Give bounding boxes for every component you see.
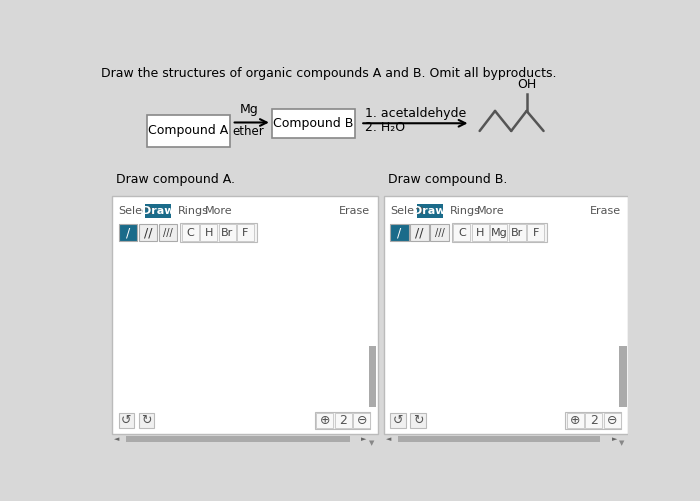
Text: ⊕: ⊕ xyxy=(320,414,330,427)
Text: Mg: Mg xyxy=(491,227,508,237)
Text: C: C xyxy=(186,227,194,237)
Text: F: F xyxy=(533,227,539,237)
Bar xyxy=(472,224,489,241)
Bar xyxy=(218,224,235,241)
Bar xyxy=(200,224,217,241)
Bar xyxy=(272,109,355,138)
Bar xyxy=(416,204,442,218)
Text: ▼: ▼ xyxy=(369,440,375,446)
Bar xyxy=(430,224,449,241)
Bar xyxy=(118,224,137,241)
Text: 2. H₂O: 2. H₂O xyxy=(365,121,405,134)
Bar xyxy=(603,413,621,428)
Text: //: // xyxy=(415,226,424,239)
Text: ⊖: ⊖ xyxy=(607,414,617,427)
Bar xyxy=(147,115,230,147)
Text: H: H xyxy=(204,227,213,237)
Text: /: / xyxy=(125,226,130,239)
Text: Rings: Rings xyxy=(178,206,209,216)
Bar xyxy=(384,195,629,434)
Text: ▼: ▼ xyxy=(620,440,625,446)
Bar xyxy=(118,413,134,428)
Bar xyxy=(369,346,377,407)
Text: 2: 2 xyxy=(589,414,598,427)
Bar xyxy=(391,224,409,241)
Text: Mg: Mg xyxy=(239,103,258,116)
Text: ►: ► xyxy=(612,436,617,442)
Bar xyxy=(315,412,370,429)
Text: Select: Select xyxy=(118,206,153,216)
Bar xyxy=(139,413,154,428)
Text: ⊖: ⊖ xyxy=(356,414,367,427)
Text: ↺: ↺ xyxy=(121,414,132,427)
Bar xyxy=(509,224,526,241)
Bar xyxy=(410,413,426,428)
Bar xyxy=(237,224,254,241)
Bar xyxy=(182,224,199,241)
Text: //: // xyxy=(144,226,152,239)
Bar xyxy=(565,412,620,429)
Text: ⊕: ⊕ xyxy=(570,414,580,427)
Text: Erase: Erase xyxy=(589,206,621,216)
Text: OH: OH xyxy=(517,78,536,91)
Text: ↻: ↻ xyxy=(141,414,151,427)
Text: Compound B: Compound B xyxy=(273,117,354,130)
Bar xyxy=(112,195,378,434)
Text: Compound A: Compound A xyxy=(148,124,229,137)
Text: 2: 2 xyxy=(340,414,347,427)
Text: Draw: Draw xyxy=(413,206,446,216)
Bar xyxy=(139,224,157,241)
Text: 1. acetaldehyde: 1. acetaldehyde xyxy=(365,107,466,120)
Bar xyxy=(158,224,177,241)
Bar xyxy=(452,223,547,242)
Text: ◄: ◄ xyxy=(114,436,120,442)
Text: More: More xyxy=(477,206,504,216)
Bar xyxy=(398,436,600,442)
Bar xyxy=(454,224,470,241)
Bar xyxy=(527,224,545,241)
Bar xyxy=(180,223,257,242)
Text: C: C xyxy=(458,227,466,237)
Text: Draw compound A.: Draw compound A. xyxy=(116,173,235,186)
Bar xyxy=(567,413,584,428)
Text: ◄: ◄ xyxy=(386,436,391,442)
Text: More: More xyxy=(204,206,232,216)
Text: Br: Br xyxy=(511,227,524,237)
Text: ///: /// xyxy=(435,227,444,237)
Bar xyxy=(316,413,333,428)
Bar xyxy=(145,204,171,218)
Text: Br: Br xyxy=(221,227,233,237)
Text: ↺: ↺ xyxy=(393,414,403,427)
Text: Draw the structures of organic compounds A and B. Omit all byproducts.: Draw the structures of organic compounds… xyxy=(101,67,556,80)
Bar xyxy=(354,413,370,428)
Bar xyxy=(619,346,626,407)
Text: Erase: Erase xyxy=(340,206,370,216)
Bar xyxy=(491,224,508,241)
Bar xyxy=(335,413,352,428)
Text: /: / xyxy=(398,226,402,239)
Text: ↻: ↻ xyxy=(413,414,424,427)
Text: ///: /// xyxy=(163,227,173,237)
Bar xyxy=(391,413,406,428)
Text: ether: ether xyxy=(233,125,265,138)
Text: Select: Select xyxy=(391,206,425,216)
Bar xyxy=(410,224,429,241)
Text: H: H xyxy=(476,227,484,237)
Text: Rings: Rings xyxy=(449,206,480,216)
Bar xyxy=(585,413,602,428)
Bar xyxy=(126,436,349,442)
Text: F: F xyxy=(242,227,248,237)
Text: Draw compound B.: Draw compound B. xyxy=(388,173,507,186)
Text: ►: ► xyxy=(361,436,367,442)
Text: Draw: Draw xyxy=(141,206,174,216)
